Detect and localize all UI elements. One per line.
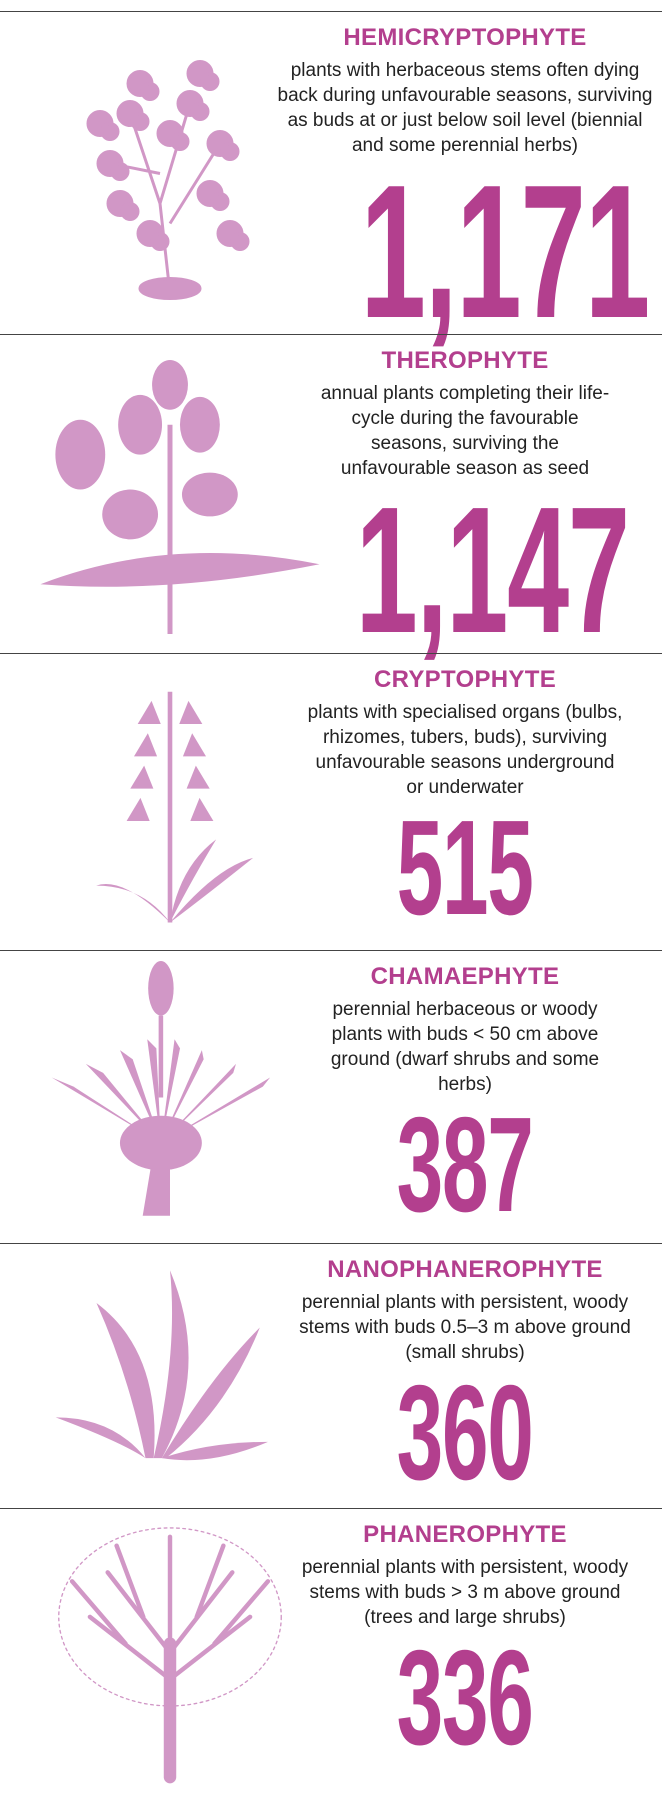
description: perennial herbaceous or woody plants wit… — [315, 997, 615, 1097]
count-wrap: 515 — [272, 800, 658, 932]
text-block: NANOPHANEROPHYTE perennial plants with pe… — [272, 1256, 658, 1497]
section-title: CHAMAEPHYTE — [272, 963, 658, 991]
section-title: CRYPTOPHYTE — [272, 666, 658, 694]
text-block: CRYPTOPHYTE plants with specialised organ… — [272, 666, 658, 932]
section: CRYPTOPHYTE plants with specialised organ… — [0, 653, 662, 950]
section: PHANEROPHYTE perennial plants with persis… — [0, 1508, 662, 1795]
description: perennial plants with persistent, woody … — [295, 1290, 635, 1365]
count-wrap: 1,171 — [272, 158, 658, 343]
species-count: 1,147 — [356, 485, 629, 656]
section-title: THEROPHYTE — [272, 347, 658, 375]
section: HEMICRYPTOPHYTE plants with herbaceous st… — [0, 11, 662, 334]
text-block: PHANEROPHYTE perennial plants with persis… — [272, 1521, 658, 1762]
page: HEMICRYPTOPHYTE plants with herbaceous st… — [0, 0, 662, 1795]
section: CHAMAEPHYTE perennial herbaceous or woody… — [0, 950, 662, 1243]
species-count: 515 — [397, 804, 533, 932]
count-wrap: 336 — [272, 1630, 658, 1762]
species-count: 1,171 — [360, 162, 649, 343]
count-wrap: 387 — [272, 1097, 658, 1229]
count-wrap: 360 — [272, 1365, 658, 1497]
text-block: CHAMAEPHYTE perennial herbaceous or woody… — [272, 963, 658, 1229]
section-title: HEMICRYPTOPHYTE — [272, 24, 658, 52]
species-count: 387 — [397, 1101, 533, 1229]
species-count: 360 — [397, 1369, 533, 1497]
description: plants with herbaceous stems often dying… — [272, 58, 658, 158]
section: THEROPHYTE annual plants completing their… — [0, 334, 662, 653]
text-block: HEMICRYPTOPHYTE plants with herbaceous st… — [272, 24, 658, 343]
section: NANOPHANEROPHYTE perennial plants with pe… — [0, 1243, 662, 1508]
description: perennial plants with persistent, woody … — [285, 1555, 645, 1630]
section-title: NANOPHANEROPHYTE — [272, 1256, 658, 1284]
description: annual plants completing their life-cycl… — [320, 381, 610, 481]
text-block: THEROPHYTE annual plants completing their… — [272, 347, 658, 656]
description: plants with specialised organs (bulbs, r… — [305, 700, 625, 800]
count-wrap: 1,147 — [272, 481, 658, 656]
species-count: 336 — [397, 1634, 533, 1762]
section-title: PHANEROPHYTE — [272, 1521, 658, 1549]
